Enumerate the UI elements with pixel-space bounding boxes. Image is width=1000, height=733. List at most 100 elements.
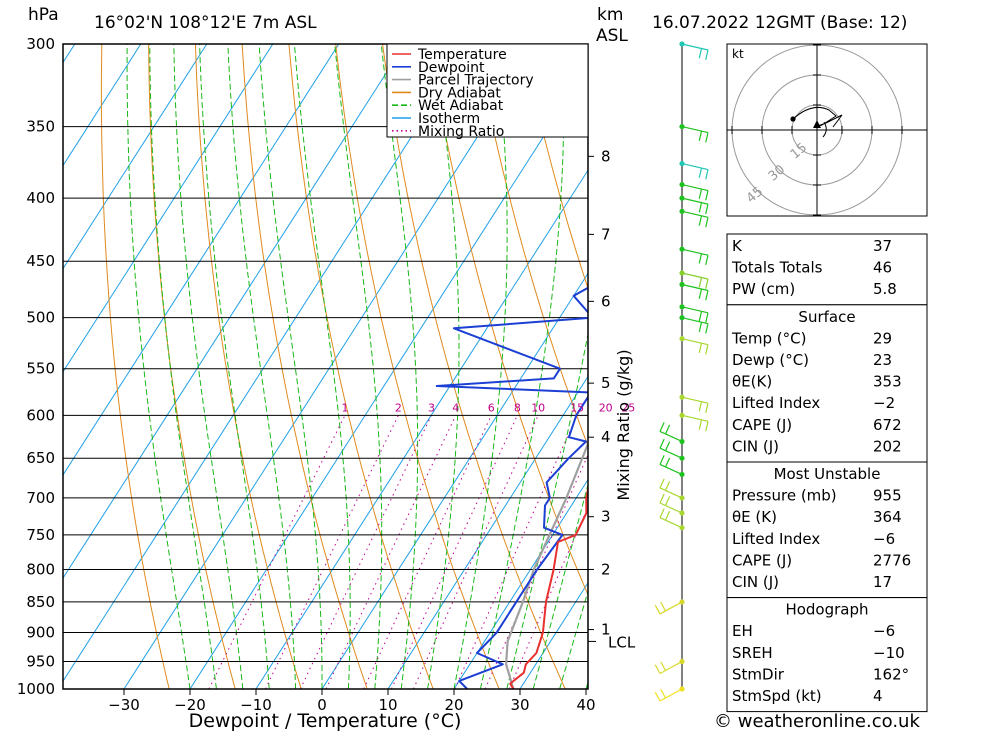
wind-barb-dot <box>679 412 685 418</box>
wind-barb-flag <box>705 403 709 414</box>
wind-barb-flag <box>698 288 703 299</box>
wind-barb-flag <box>705 278 709 289</box>
isotherm-line <box>63 44 274 373</box>
wind-barb-dot <box>679 195 685 201</box>
location-title: 16°02'N 108°12'E 7m ASL <box>94 13 317 33</box>
wind-barb-flag <box>660 661 667 671</box>
isotherm-line <box>63 44 340 476</box>
pressure-label: 500 <box>26 309 55 327</box>
wind-barb-shaft <box>659 601 683 615</box>
wind-barb-shaft <box>681 317 709 325</box>
dry-adiabat-line <box>522 44 588 291</box>
wind-barb-flag <box>664 457 671 468</box>
wind-barb-flag <box>698 215 703 226</box>
wind-barb-flag <box>705 169 709 180</box>
wind-barb-flag <box>659 478 665 489</box>
legend-entry: Mixing Ratio <box>418 124 504 140</box>
most-unstable-label: Lifted Index <box>732 530 820 548</box>
wet-adiabat-line <box>258 44 323 689</box>
x-tick-label: 30 <box>510 696 529 714</box>
wind-barb-flag <box>698 48 703 59</box>
pressure-gridlines: 300 350 400 450 500 550 600 650 700 750 800 850 900 9… <box>17 35 588 698</box>
profile-series <box>435 44 588 689</box>
plot-frame <box>62 43 589 690</box>
hodograph-unit: kt <box>732 47 744 61</box>
hodograph-stats-title: Hodograph <box>785 601 868 619</box>
pressure-label: 350 <box>26 118 55 136</box>
datetime-title: 16.07.2022 12GMT (Base: 12) <box>652 13 907 33</box>
storm-motion-marker <box>813 120 821 128</box>
wet-adiabat-line <box>380 44 419 689</box>
wind-barb-dot <box>679 160 685 167</box>
dry-adiabat-line <box>288 44 434 689</box>
legend-entry: Dewpoint <box>418 60 485 76</box>
isotherm-line <box>453 478 588 689</box>
wind-barb-flag <box>698 202 703 213</box>
hodograph-stats-value: 4 <box>873 687 883 705</box>
wind-barb-flag <box>698 322 703 333</box>
wind-barb-flag <box>664 481 671 491</box>
wind-barb-flag <box>705 323 709 334</box>
wet-adiabat-line <box>427 44 460 689</box>
isotherm-line <box>387 375 588 689</box>
wet-adiabat-line <box>173 44 244 689</box>
indices-label: Totals Totals <box>731 259 823 277</box>
wind-barb-flag <box>664 510 671 521</box>
wind-barb-shaft <box>659 430 683 443</box>
wind-barb-flag <box>659 455 665 465</box>
wind-barb-flag <box>705 190 709 201</box>
dry-adiabat-line <box>944 44 1000 689</box>
wet-adiabat-line <box>453 44 508 689</box>
isotherm-line <box>123 44 538 689</box>
pressure-label: 650 <box>26 449 55 467</box>
mixing-ratio-label: 4 <box>452 401 459 414</box>
dry-adiabat-line <box>148 44 236 689</box>
wind-barb-dot <box>679 599 685 605</box>
x-tick-label: −10 <box>240 696 272 714</box>
km-tick-label: 1 <box>601 621 611 639</box>
mixing-ratio-label: 25 <box>621 401 635 414</box>
wind-barb-shaft <box>681 248 709 256</box>
wind-barb-dot <box>679 208 685 214</box>
surface-label: CAPE (J) <box>732 416 792 434</box>
mixing-ratio-line <box>363 415 492 689</box>
wind-barb-flag <box>659 438 665 449</box>
mixing-ratio-label: 8 <box>514 401 521 414</box>
pressure-label: 950 <box>26 653 55 671</box>
wind-barb-shaft <box>681 396 709 404</box>
wind-barb-shaft <box>659 660 683 675</box>
wind-barb-flag <box>698 401 703 412</box>
hodograph-stats-label: SREH <box>732 644 773 662</box>
wind-barb-flag <box>698 311 703 322</box>
hodograph-stats-value: −10 <box>873 644 905 662</box>
wet-adiabat-line <box>293 44 351 689</box>
pressure-label: 1000 <box>17 680 55 698</box>
km-tick-label: 5 <box>601 374 611 392</box>
wind-barb-shaft <box>659 517 683 529</box>
wind-barb-dot <box>679 315 685 321</box>
hodograph-stats-box <box>726 597 928 713</box>
isotherm-line <box>0 44 9 689</box>
wind-barb-dot <box>679 471 685 478</box>
wind-barb-shaft <box>659 502 683 514</box>
mixing-ratio-line <box>454 415 578 689</box>
x-tick-label: 20 <box>444 696 463 714</box>
wet-adiabat-line <box>532 482 588 689</box>
dry-adiabat-line <box>100 44 170 689</box>
legend-entry: Wet Adiabat <box>418 98 504 114</box>
wet-adiabat-line <box>149 44 217 689</box>
legend-entry: Dry Adiabat <box>418 85 501 101</box>
indices-value: 46 <box>873 259 892 277</box>
wind-barb-shaft <box>681 338 709 346</box>
legend-entry: Temperature <box>417 47 507 63</box>
wet-adiabat-line <box>199 44 270 689</box>
isotherm-line <box>255 169 588 689</box>
wind-barb-dot <box>679 281 685 288</box>
wind-barb-shaft <box>681 306 709 314</box>
wind-barb-shaft <box>659 688 683 702</box>
mixing-ratio-line <box>390 415 518 689</box>
surface-value: 23 <box>873 351 892 369</box>
wind-barb-flag <box>705 217 709 228</box>
most-unstable-label: θE (K) <box>732 508 777 526</box>
